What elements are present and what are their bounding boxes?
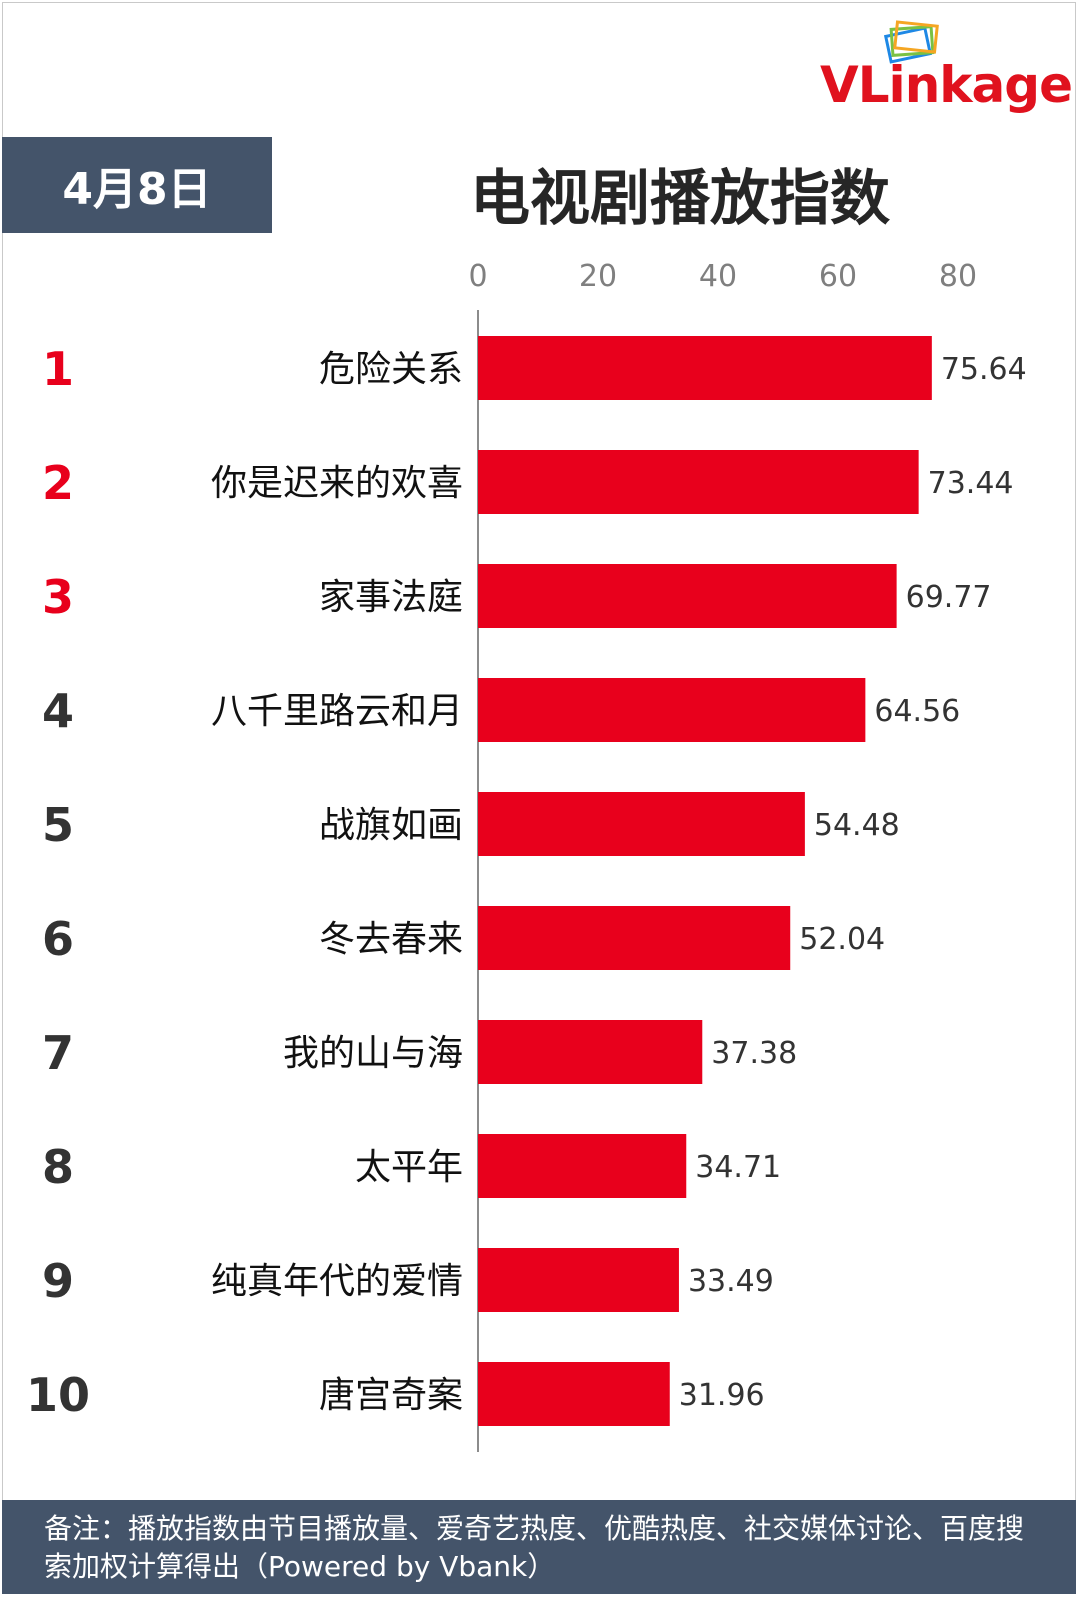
rank-label: 2 [42, 456, 74, 510]
bar [478, 450, 919, 514]
bar [478, 906, 791, 970]
bar-value-label: 37.38 [711, 1036, 797, 1071]
category-label: 纯真年代的爱情 [211, 1261, 463, 1302]
rank-label: 9 [42, 1254, 74, 1308]
bar [478, 1362, 670, 1426]
vlinkage-logo: VLinkage [820, 18, 1073, 118]
rank-label: 8 [42, 1140, 74, 1194]
category-label: 战旗如画 [319, 805, 463, 846]
chart-title: 电视剧播放指数 [470, 164, 890, 234]
bar-value-label: 33.49 [688, 1264, 774, 1299]
rank-label: 6 [42, 912, 74, 966]
bar [478, 336, 932, 400]
x-tick-label: 0 [468, 259, 487, 294]
category-label: 八千里路云和月 [211, 691, 463, 732]
bar [478, 678, 866, 742]
rank-label: 1 [42, 342, 74, 396]
bar-value-label: 64.56 [874, 694, 960, 729]
x-tick-label: 60 [819, 259, 857, 294]
category-label: 你是迟来的欢喜 [211, 463, 463, 504]
bar-value-label: 73.44 [928, 466, 1014, 501]
category-label: 危险关系 [319, 349, 463, 390]
category-label: 唐宫奇案 [319, 1375, 463, 1416]
rank-label: 7 [42, 1026, 74, 1080]
rank-label: 10 [26, 1368, 90, 1422]
bar-value-label: 75.64 [941, 352, 1027, 387]
bar [478, 1134, 687, 1198]
bar-value-label: 54.48 [814, 808, 900, 843]
x-tick-label: 40 [699, 259, 737, 294]
rank-label: 5 [42, 798, 74, 852]
bar-value-label: 34.71 [695, 1150, 781, 1185]
category-label: 冬去春来 [319, 919, 463, 960]
bar [478, 564, 897, 628]
bar [478, 1248, 679, 1312]
x-tick-label: 20 [579, 259, 617, 294]
logo-text: VLinkage [820, 56, 1073, 114]
bar-value-label: 69.77 [906, 580, 992, 615]
x-tick-label: 80 [939, 259, 977, 294]
footnote: 备注：播放指数由节目播放量、爱奇艺热度、优酷热度、社交媒体讨论、百度搜索加权计算… [2, 1500, 1076, 1594]
bar [478, 1020, 703, 1084]
bar-chart: 0 20 40 60 80 75.64 危险关系 1 73.44 你是迟来的欢喜 2 69.77 家事法… [26, 259, 1027, 1452]
category-label: 家事法庭 [319, 577, 463, 618]
bar-value-label: 31.96 [679, 1378, 765, 1413]
rank-label: 3 [42, 570, 74, 624]
rank-label: 4 [42, 684, 74, 738]
category-label: 太平年 [355, 1147, 463, 1188]
date-badge: 4月8日 [2, 137, 272, 233]
bar-value-label: 52.04 [799, 922, 885, 957]
category-label: 我的山与海 [283, 1033, 463, 1074]
logo-frames-icon [883, 20, 939, 64]
bar [478, 792, 805, 856]
